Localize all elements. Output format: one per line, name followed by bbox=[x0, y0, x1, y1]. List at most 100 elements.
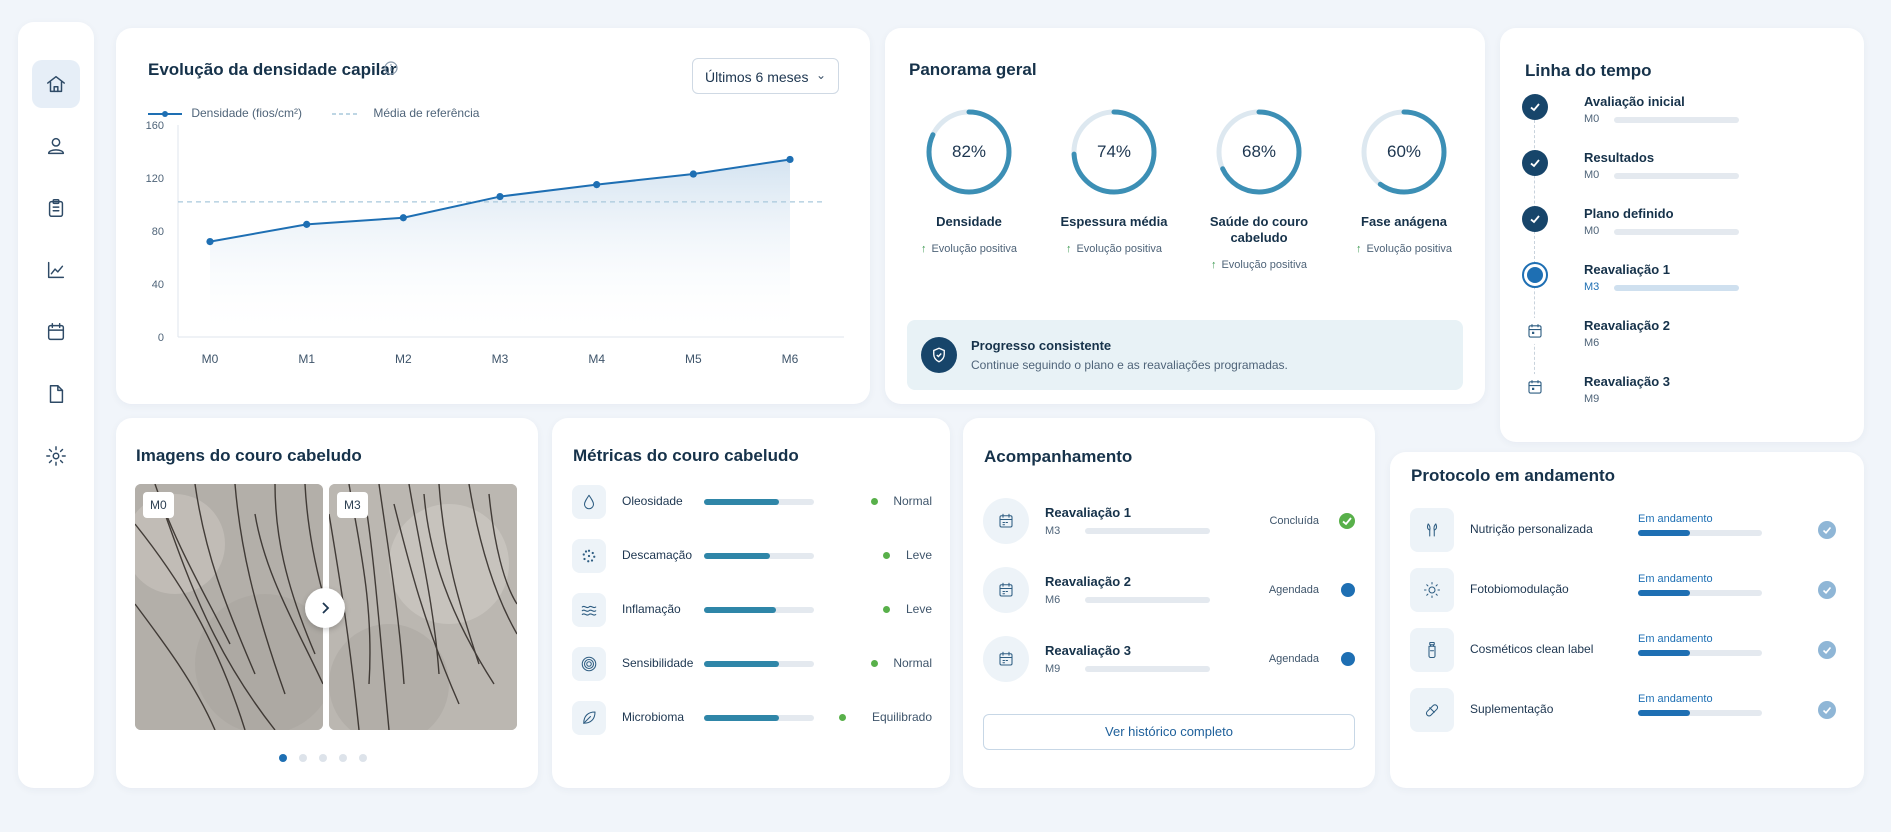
protocol-progress-bar bbox=[1638, 710, 1762, 716]
overview-card: Panorama geral 82% Densidade ↑ Evolução pos… bbox=[885, 28, 1485, 404]
timeline-item[interactable]: Reavaliação 3 M9 bbox=[1522, 374, 1842, 414]
scalp-photo-after[interactable]: M3 bbox=[329, 484, 517, 730]
nav-settings[interactable] bbox=[32, 432, 80, 480]
next-image-button[interactable] bbox=[305, 588, 345, 628]
x-tick-label: M4 bbox=[588, 352, 605, 366]
timeline-item[interactable]: Plano definido M0 bbox=[1522, 206, 1842, 246]
scheduled-dot bbox=[1341, 583, 1355, 597]
timeline-item[interactable]: Resultados M0 bbox=[1522, 150, 1842, 190]
metric-status: Normal bbox=[893, 656, 932, 670]
density-point[interactable] bbox=[689, 170, 697, 178]
followup-label: Reavaliação 1 bbox=[1045, 505, 1132, 520]
protocol-progress-bar bbox=[1638, 650, 1762, 656]
arrow-up-icon: ↑ bbox=[1355, 243, 1362, 255]
period-select[interactable]: Últimos 6 meses ⌄ bbox=[692, 58, 839, 94]
density-point[interactable] bbox=[593, 181, 601, 189]
sidebar bbox=[18, 22, 94, 788]
scalp-photo-before[interactable]: M0 bbox=[135, 484, 323, 730]
timeline-item[interactable]: Reavaliação 2 M6 bbox=[1522, 318, 1842, 358]
protocol-row[interactable]: Suplementação Em andamento bbox=[1410, 688, 1844, 732]
gauge-evolution-text: Evolução positiva bbox=[1221, 259, 1308, 271]
metric-row: Descamação Leve bbox=[572, 539, 932, 573]
nav-profile[interactable] bbox=[32, 122, 80, 170]
arrow-up-icon: ↑ bbox=[1065, 243, 1072, 255]
gauge-value: 82% bbox=[951, 142, 987, 161]
gauge-evolution-text: Evolução positiva bbox=[931, 243, 1018, 255]
check-circle-icon bbox=[1339, 513, 1355, 529]
home-icon bbox=[47, 75, 65, 93]
nav-calendar[interactable] bbox=[32, 308, 80, 356]
gauge-3: 68% Saúde do couro cabeludo ↑ Evolução posi… bbox=[1195, 108, 1323, 271]
legend-series-label: Densidade (fios/cm²) bbox=[191, 106, 303, 120]
metric-bar bbox=[704, 553, 814, 559]
bottle-icon bbox=[1410, 628, 1454, 672]
x-tick-label: M5 bbox=[685, 352, 702, 366]
timeline-month: M0 bbox=[1584, 169, 1600, 181]
gauge-label: Densidade bbox=[936, 214, 1002, 229]
nav-home[interactable] bbox=[32, 60, 80, 108]
metric-label: Descamação bbox=[622, 548, 693, 562]
density-point[interactable] bbox=[303, 220, 311, 228]
gauge-ring bbox=[1361, 109, 1447, 195]
metric-status: Leve bbox=[905, 548, 932, 562]
x-tick-label: M0 bbox=[202, 352, 219, 366]
timeline-label: Reavaliação 2 bbox=[1584, 318, 1671, 333]
timeline-month: M9 bbox=[1584, 393, 1600, 405]
carousel-dot[interactable] bbox=[339, 754, 347, 762]
info-icon[interactable] bbox=[384, 61, 398, 75]
y-tick-label: 40 bbox=[152, 279, 164, 291]
gauge-value: 60% bbox=[1386, 142, 1422, 161]
nav-documents[interactable] bbox=[32, 370, 80, 418]
carousel-dot[interactable] bbox=[359, 754, 367, 762]
metric-bar-fill bbox=[704, 553, 770, 559]
full-history-button[interactable]: Ver histórico completo bbox=[983, 714, 1355, 750]
followup-progress-bar bbox=[1085, 528, 1210, 534]
status-dot bbox=[870, 660, 878, 667]
metric-bar bbox=[704, 607, 814, 613]
protocol-row[interactable]: Nutrição personalizada Em andamento bbox=[1410, 508, 1844, 552]
waves-icon bbox=[572, 593, 606, 627]
timeline-item[interactable]: Avaliação inicial M0 bbox=[1522, 94, 1842, 134]
metric-label: Inflamação bbox=[622, 602, 681, 616]
gauge-label: Espessura média bbox=[1060, 214, 1168, 229]
density-point[interactable] bbox=[496, 192, 504, 201]
protocol-status: Em andamento bbox=[1638, 633, 1713, 645]
photo-tag-after: M3 bbox=[337, 492, 368, 518]
gauge-1: 82% Densidade ↑ Evolução positiva bbox=[905, 108, 1033, 255]
density-point[interactable] bbox=[786, 155, 794, 164]
banner-text: Continue seguindo o plano e as reavaliaç… bbox=[971, 358, 1288, 372]
protocol-title: Protocolo em andamento bbox=[1411, 466, 1616, 485]
protocol-row[interactable]: Fotobiomodulação Em andamento bbox=[1410, 568, 1844, 612]
followup-status: Agendada bbox=[1268, 653, 1319, 665]
followup-row[interactable]: Reavaliação 1 M3 Concluída bbox=[983, 498, 1355, 544]
scalp-photo-after-image bbox=[329, 484, 517, 730]
followup-month: M6 bbox=[1045, 594, 1061, 606]
protocol-row[interactable]: Cosméticos clean label Em andamento bbox=[1410, 628, 1844, 672]
carousel-dot[interactable] bbox=[279, 754, 287, 762]
gauge-ring bbox=[1216, 109, 1302, 195]
gauge-evolution-text: Evolução positiva bbox=[1076, 243, 1163, 255]
followup-card: Acompanhamento Reavaliação 1 M3 Concluída R… bbox=[963, 418, 1375, 788]
sun-icon bbox=[1410, 568, 1454, 612]
protocol-progress-fill bbox=[1638, 710, 1691, 716]
followup-row[interactable]: Reavaliação 3 M9 Agendada bbox=[983, 636, 1355, 682]
legend-series: Densidade (fios/cm²) bbox=[148, 106, 302, 120]
followup-row[interactable]: Reavaliação 2 M6 Agendada bbox=[983, 567, 1355, 613]
followup-title: Acompanhamento bbox=[984, 447, 1133, 466]
gauge-ring bbox=[926, 109, 1012, 195]
x-tick-label: M2 bbox=[395, 352, 412, 366]
protocol-progress-fill bbox=[1638, 530, 1691, 536]
gear-icon bbox=[46, 446, 66, 466]
density-point[interactable] bbox=[399, 214, 407, 222]
metric-row: Microbioma Equilibrado bbox=[572, 701, 932, 735]
carousel-dot[interactable] bbox=[319, 754, 327, 762]
timeline-progress-bar bbox=[1614, 229, 1739, 235]
nav-analytics[interactable] bbox=[32, 246, 80, 294]
protocol-progress-bar bbox=[1638, 530, 1762, 536]
carousel-dot[interactable] bbox=[299, 754, 307, 762]
nav-records[interactable] bbox=[32, 184, 80, 232]
density-point[interactable] bbox=[206, 238, 214, 246]
overview-title: Panorama geral bbox=[909, 60, 1037, 79]
check-circle-icon bbox=[1818, 521, 1836, 539]
timeline-item[interactable]: Reavaliação 1 M3 bbox=[1522, 262, 1842, 302]
